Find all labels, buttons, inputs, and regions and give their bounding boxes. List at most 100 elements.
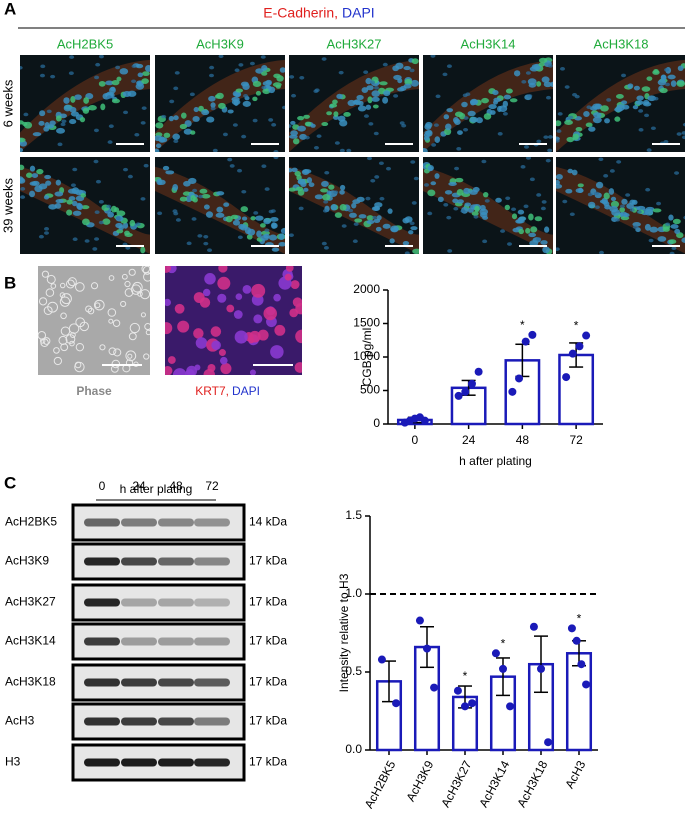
nucleus — [378, 161, 384, 166]
data-point — [415, 616, 424, 625]
nucleus — [646, 76, 653, 81]
nucleus — [481, 159, 487, 164]
nucleus — [430, 55, 436, 58]
nucleus — [371, 96, 380, 102]
nucleus — [550, 81, 553, 88]
nucleus — [289, 124, 292, 128]
blot-band — [84, 758, 120, 767]
tissue-band — [423, 59, 553, 152]
nucleus — [393, 74, 402, 80]
nucleus — [68, 196, 76, 201]
nucleus — [484, 199, 490, 203]
nucleus — [32, 132, 42, 137]
cell — [59, 296, 71, 307]
nucleus — [205, 211, 214, 218]
cell — [257, 329, 269, 341]
y-tick-label: 0 — [373, 416, 380, 430]
nucleus — [366, 85, 374, 91]
nucleus — [69, 106, 77, 113]
nucleus — [665, 222, 671, 227]
nucleus — [198, 105, 204, 112]
cell — [143, 353, 150, 360]
nucleus — [538, 62, 545, 67]
nucleus — [571, 169, 578, 176]
nucleus — [169, 99, 175, 104]
nucleus — [638, 128, 644, 132]
cell — [127, 353, 133, 359]
cell — [248, 337, 255, 344]
nucleus — [262, 80, 272, 86]
nucleus — [404, 78, 413, 86]
nucleus — [649, 226, 659, 233]
cell — [124, 280, 131, 288]
nucleus — [70, 95, 76, 103]
nucleus — [93, 128, 99, 133]
nucleus — [389, 238, 395, 244]
nucleus — [586, 105, 592, 109]
blot-size: 17 kDa — [249, 755, 287, 769]
nucleus — [241, 134, 247, 139]
nucleus — [660, 74, 667, 81]
nucleus — [119, 68, 129, 75]
cell — [108, 318, 114, 324]
nucleus — [227, 109, 234, 114]
nucleus — [445, 123, 452, 131]
nucleus — [264, 228, 270, 233]
nucleus — [556, 129, 562, 133]
nucleus — [124, 230, 130, 236]
cell — [251, 283, 266, 298]
blot-band — [121, 678, 157, 687]
nucleus — [289, 233, 294, 237]
nucleus — [587, 192, 593, 197]
cell — [249, 369, 256, 375]
nucleus — [252, 118, 258, 123]
nucleus — [632, 105, 639, 110]
nucleus — [370, 80, 376, 85]
nucleus — [413, 176, 419, 181]
nucleus — [525, 227, 531, 234]
row-label: 6 weeks — [0, 79, 15, 127]
nucleus — [43, 126, 50, 132]
nucleus — [622, 104, 630, 110]
nucleus — [269, 217, 279, 222]
nucleus — [546, 95, 552, 100]
nucleus — [540, 240, 548, 245]
nucleus — [216, 92, 224, 100]
nucleus — [351, 202, 357, 209]
cell — [120, 300, 127, 308]
nucleus — [243, 94, 249, 98]
nucleus — [233, 91, 242, 98]
nucleus — [330, 204, 338, 211]
x-tick-label: AcH3K14 — [476, 758, 512, 809]
nucleus — [423, 135, 430, 141]
nucleus — [588, 126, 596, 132]
nucleus — [45, 180, 52, 186]
nucleus — [387, 208, 393, 214]
nucleus — [672, 218, 681, 225]
nucleus — [102, 218, 111, 225]
nucleus — [376, 215, 382, 221]
cell — [59, 292, 66, 298]
cell — [128, 268, 136, 276]
nucleus — [109, 86, 116, 94]
nucleus — [76, 202, 82, 210]
nucleus — [74, 94, 82, 100]
nucleus — [674, 228, 681, 235]
nucleus — [619, 207, 626, 213]
blot-size: 17 kDa — [249, 675, 287, 689]
nucleus — [272, 82, 282, 88]
nucleus — [95, 179, 101, 184]
nucleus — [648, 238, 654, 243]
nucleus — [155, 143, 162, 149]
panel-label: C — [4, 473, 16, 492]
nucleus — [203, 204, 210, 210]
nucleus — [608, 188, 615, 195]
nucleus — [374, 175, 380, 179]
cell — [53, 356, 62, 366]
nucleus — [606, 98, 612, 102]
nucleus — [511, 213, 518, 220]
nucleus — [500, 229, 506, 233]
nucleus — [172, 133, 181, 140]
cell — [218, 266, 228, 273]
nucleus — [505, 196, 511, 201]
